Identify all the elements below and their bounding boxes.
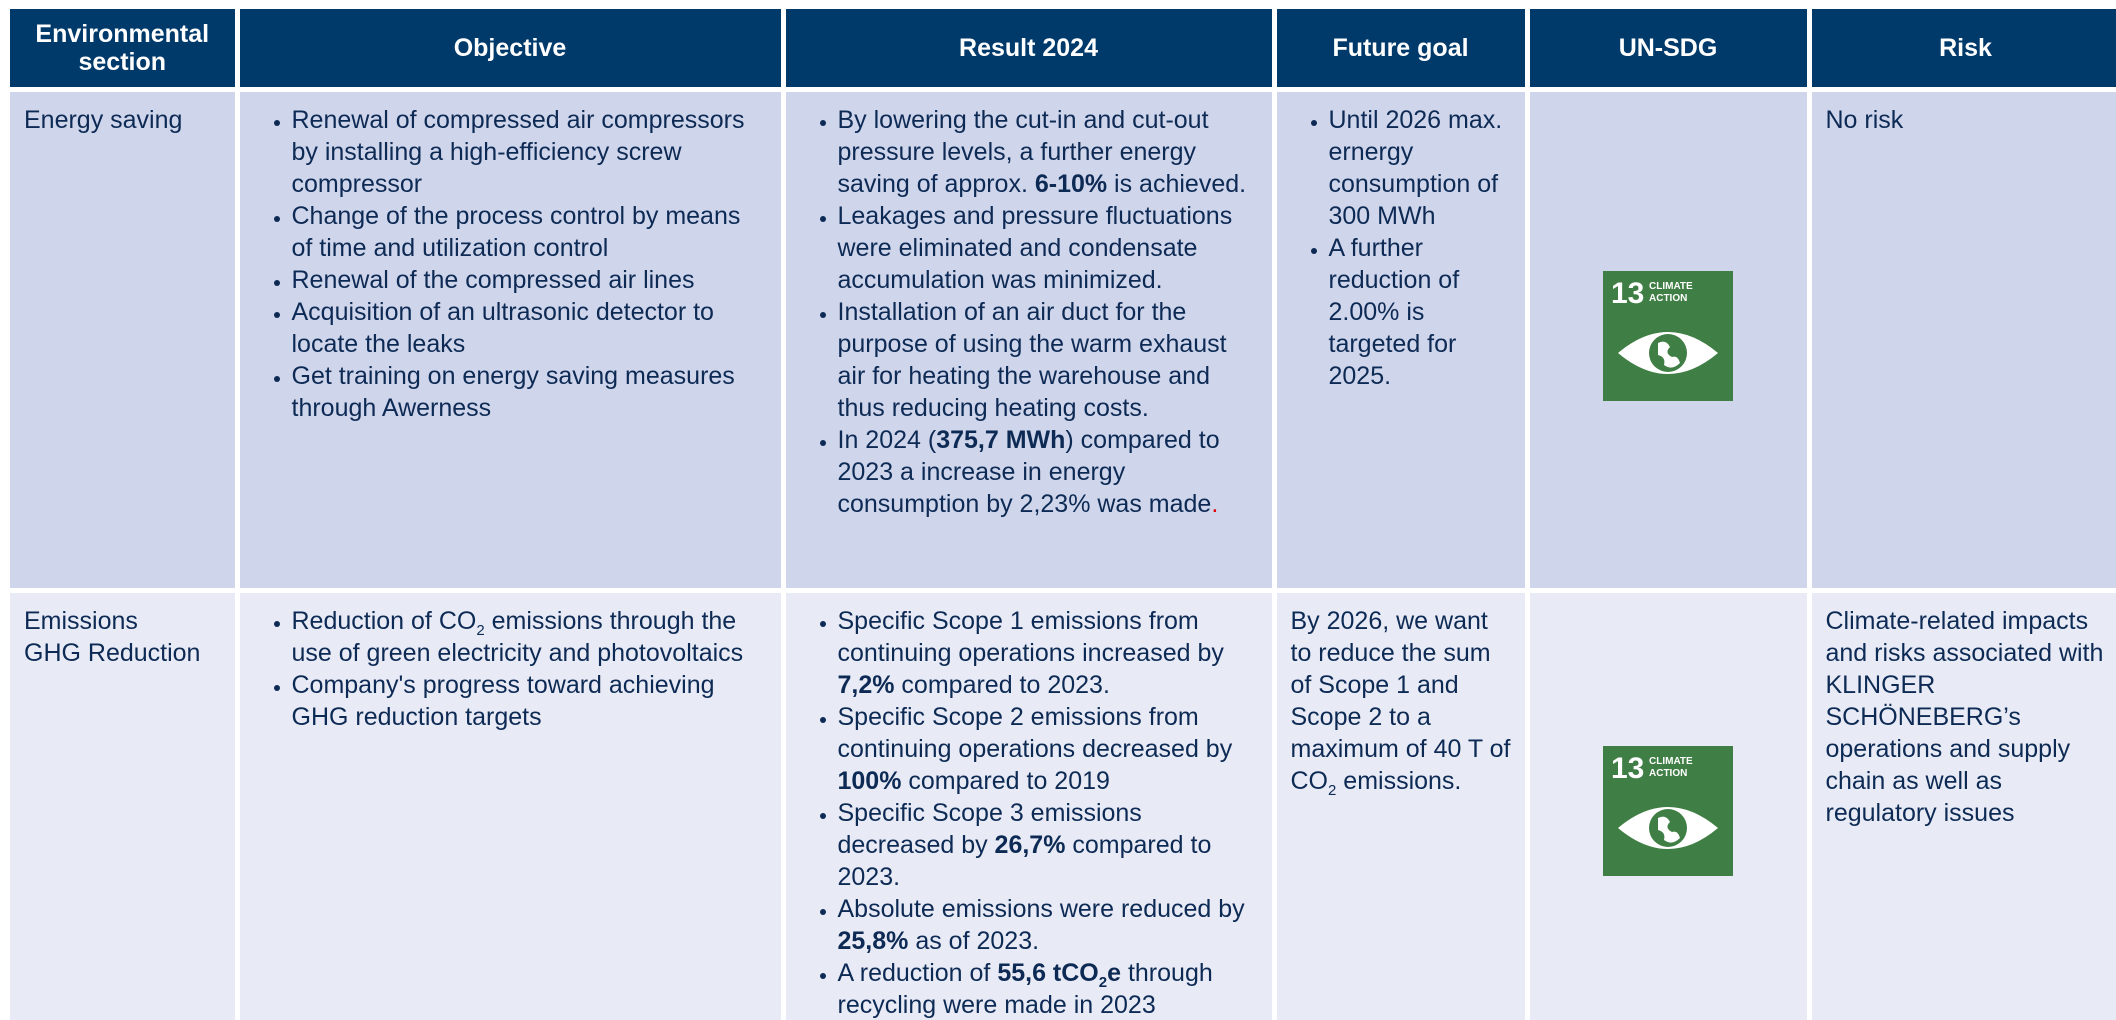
text-segment: By lowering the cut-in and cut-out press… — [837, 106, 1209, 198]
sdg-text: 13 — [1611, 277, 1644, 310]
bullet-item: Until 2026 max. ernergy consumption of 3… — [1329, 104, 1511, 232]
table-body: Energy saving Renewal of compressed air c… — [10, 87, 2116, 1020]
text-segment: Company's progress toward achieving GHG … — [291, 671, 715, 731]
text-segment: 26,7% — [994, 831, 1066, 859]
sdg-text: 13 — [1611, 752, 1644, 785]
bullet-list: By lowering the cut-in and cut-out press… — [800, 104, 1258, 520]
text-segment: Change of the process control by means o… — [291, 202, 741, 262]
text-segment: A further reduction of 2.00% is targeted… — [1328, 234, 1460, 390]
text-segment: Specific Scope 1 emissions from continui… — [837, 607, 1224, 667]
bullet-list: Specific Scope 1 emissions from continui… — [800, 605, 1258, 1020]
bullet-item: Specific Scope 3 emissions decreased by … — [838, 797, 1258, 893]
bullet-item: Renewal of the compressed air lines — [292, 264, 767, 296]
text-segment: compared to 2023. — [837, 831, 1212, 891]
text-segment: Get training on energy saving measures t… — [291, 362, 735, 422]
sdg-text: CLIMATE — [1649, 281, 1693, 292]
section-cell: Energy saving — [10, 87, 240, 593]
subscript: 2 — [1098, 974, 1108, 991]
table-row: Energy saving Renewal of compressed air c… — [10, 87, 2116, 593]
land — [1658, 341, 1680, 368]
future-cell: By 2026, we want to reduce the sum of Sc… — [1271, 588, 1530, 1020]
text-segment: compared to 2023. — [894, 671, 1110, 699]
text-segment: A reduction of — [837, 959, 998, 987]
header-cell: UN-SDG — [1524, 9, 1812, 92]
result-cell: By lowering the cut-in and cut-out press… — [780, 87, 1277, 593]
text-segment: . — [1211, 490, 1219, 518]
result-cell: Specific Scope 1 emissions from continui… — [780, 588, 1277, 1020]
text-segment: 7,2% — [837, 671, 895, 699]
text-segment: as of 2023. — [908, 927, 1040, 955]
bullet-item: Get training on energy saving measures t… — [292, 360, 767, 424]
text-segment: 6-10% — [1034, 170, 1108, 198]
text-segment: Renewal of the compressed air lines — [291, 266, 695, 294]
bullet-list: Renewal of compressed air compressors by… — [254, 104, 767, 424]
text-segment: is achieved. — [1107, 170, 1247, 198]
text-segment: Specific Scope 2 emissions from continui… — [837, 703, 1233, 763]
sdg-text: ACTION — [1649, 768, 1687, 779]
bullet-item: Installation of an air duct for the purp… — [838, 296, 1258, 424]
objective-cell: Reduction of CO2 emissions through the u… — [234, 588, 786, 1020]
bullet-item: By lowering the cut-in and cut-out press… — [838, 104, 1258, 200]
bullet-item: A further reduction of 2.00% is targeted… — [1329, 232, 1511, 392]
sdg-cell: 13 CLIMATE ACTION — [1524, 588, 1812, 1020]
text-segment: 55,6 tCO — [997, 959, 1099, 987]
environment-table: Environmental section Objective Result 202… — [10, 9, 2116, 1020]
sdg-text: CLIMATE — [1649, 756, 1693, 767]
text-segment: By 2026, we want to reduce the sum of Sc… — [1290, 607, 1511, 795]
risk-cell: Climate-related impacts and risks associ… — [1806, 588, 2116, 1020]
text-segment: Leakages and pressure fluctuations were … — [837, 202, 1233, 294]
bullet-item: Leakages and pressure fluctuations were … — [838, 200, 1258, 296]
table-wrap: Environmental section Objective Result 202… — [10, 9, 2116, 1020]
bullet-item: Specific Scope 1 emissions from continui… — [838, 605, 1258, 701]
text-segment: emissions through the use of green elect… — [291, 607, 744, 667]
text-segment: e — [1107, 959, 1122, 987]
text-segment: Specific Scope 3 emissions decreased by — [837, 799, 1142, 859]
bullet-item: Absolute emissions were reduced by 25,8%… — [838, 893, 1258, 957]
objective-cell: Renewal of compressed air compressors by… — [234, 87, 786, 593]
text-segment: emissions. — [1336, 767, 1462, 795]
bullet-list: Until 2026 max. ernergy consumption of 3… — [1291, 104, 1511, 392]
sdg-cell: 13 CLIMATE ACTION — [1524, 87, 1812, 593]
bullet-item: Renewal of compressed air compressors by… — [292, 104, 767, 200]
text-segment: Until 2026 max. ernergy consumption of 3… — [1328, 106, 1503, 230]
subscript: 2 — [1328, 782, 1337, 799]
text-segment: compared to 2019 — [901, 767, 1110, 795]
text-segment: 25,8% — [837, 927, 909, 955]
text-segment: through recycling were made in 2023 — [837, 959, 1213, 1019]
header-cell: Risk — [1806, 9, 2116, 92]
bullet-item: A reduction of 55,6 tCO2e through recycl… — [838, 957, 1258, 1020]
future-cell: Until 2026 max. ernergy consumption of 3… — [1271, 87, 1530, 593]
bullet-item: Specific Scope 2 emissions from continui… — [838, 701, 1258, 797]
header-cell: Objective — [234, 9, 786, 92]
bullet-list: Reduction of CO2 emissions through the u… — [254, 605, 767, 733]
header-row: Environmental section Objective Result 202… — [10, 9, 2116, 92]
text-segment: Installation of an air duct for the purp… — [837, 298, 1227, 422]
bullet-item: Change of the process control by means o… — [292, 200, 767, 264]
subscript: 2 — [476, 622, 485, 639]
text-segment: Absolute emissions were reduced by — [837, 895, 1245, 923]
bullet-item: Company's progress toward achieving GHG … — [292, 669, 767, 733]
text-segment: ) compared to 2023 a increase in energy … — [837, 426, 1220, 518]
bullet-item: Reduction of CO2 emissions through the u… — [292, 605, 767, 669]
land — [1658, 816, 1680, 843]
text-segment: Acquisition of an ultrasonic detector to… — [291, 298, 714, 358]
bullet-item: Acquisition of an ultrasonic detector to… — [292, 296, 767, 360]
text-segment: 375,7 MWh — [936, 426, 1066, 454]
bullet-item: In 2024 (375,7 MWh) compared to 2023 a i… — [838, 424, 1258, 520]
header-cell: Environmental section — [10, 9, 240, 92]
risk-cell: No risk — [1806, 87, 2116, 593]
header-cell: Result 2024 — [780, 9, 1277, 92]
text-segment: 100% — [837, 767, 902, 795]
header-cell: Future goal — [1271, 9, 1530, 92]
text-segment: In 2024 ( — [837, 426, 937, 454]
text-segment: Renewal of compressed air compressors by… — [291, 106, 745, 198]
table-row: Emissions GHG Reduction Reduction of CO2 … — [10, 588, 2116, 1020]
section-cell: Emissions GHG Reduction — [10, 588, 240, 1020]
text-segment: Reduction of CO — [291, 607, 477, 635]
sdg-text: ACTION — [1649, 293, 1687, 304]
